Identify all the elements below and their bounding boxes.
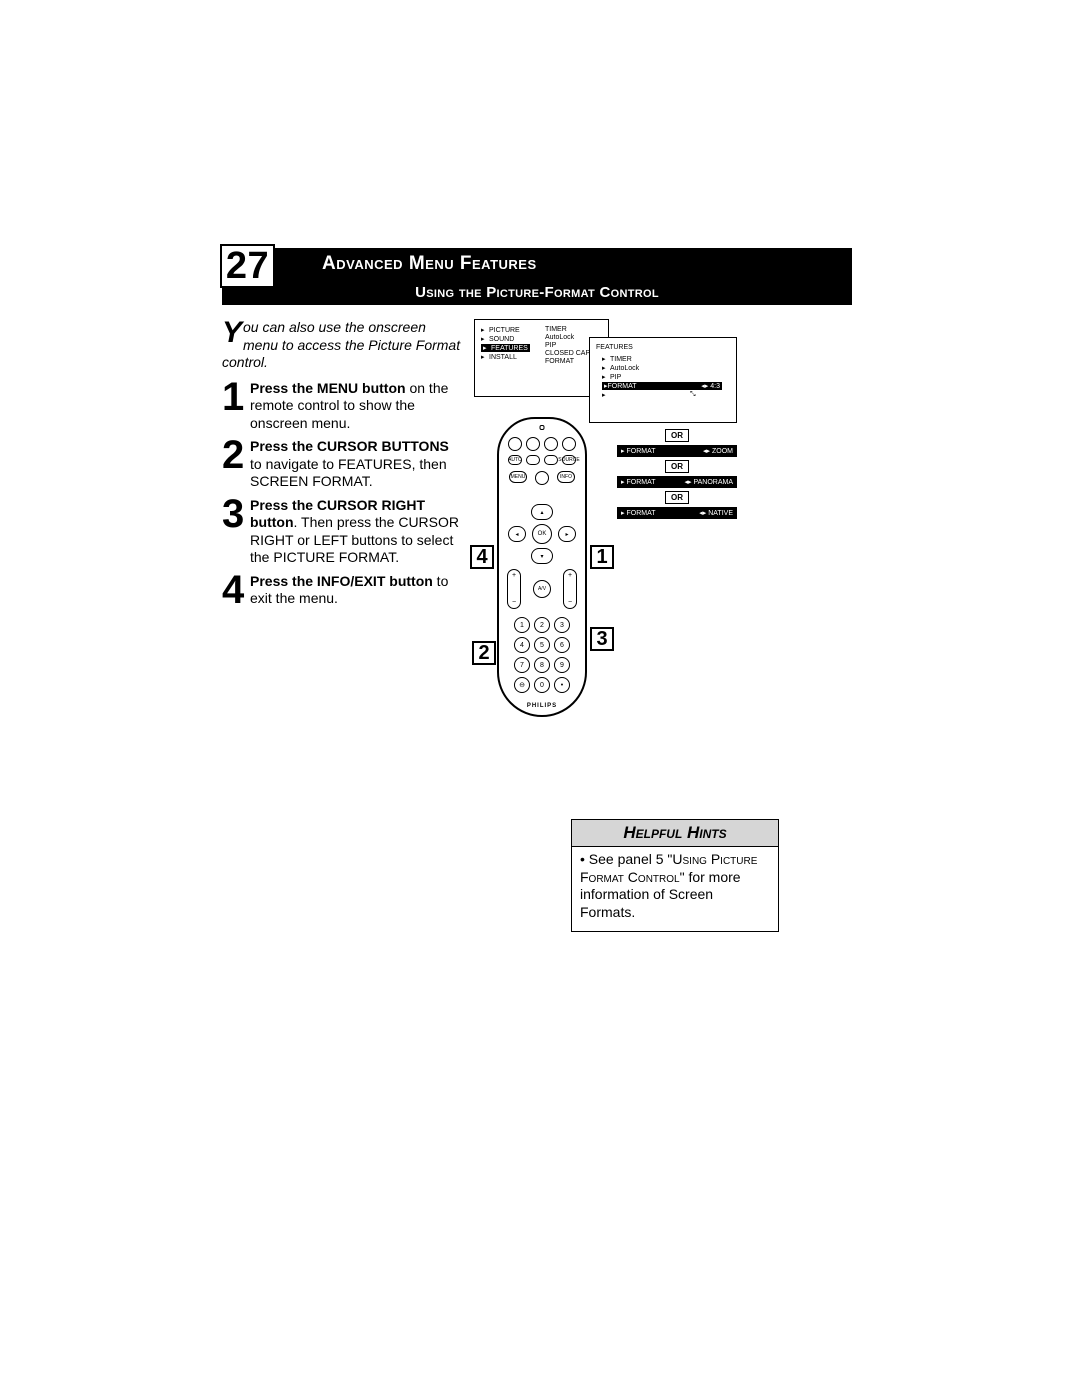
step-3: 3 Press the CURSOR RIGHT button. Then pr… — [222, 497, 464, 567]
step-rest: to navigate to FEATURES, then SCREEN FOR… — [250, 456, 447, 490]
page-title: Advanced Menu Features — [322, 253, 537, 275]
menu2-title: FEATURES — [596, 344, 730, 351]
num-button: 2 — [534, 617, 550, 633]
or-label: OR — [665, 429, 689, 442]
num-button: ⊖ — [514, 677, 530, 693]
dpad-ok: OK — [532, 524, 552, 544]
num-button: 6 — [554, 637, 570, 653]
dpad-right: ▸ — [558, 526, 576, 542]
av-button: A/V — [533, 580, 551, 598]
step-number: 2 — [222, 438, 250, 491]
remote-button — [544, 455, 558, 465]
hints-pre: See panel 5 " — [589, 851, 673, 867]
num-button: 7 — [514, 657, 530, 673]
num-button: 4 — [514, 637, 530, 653]
step-number: 4 — [222, 573, 250, 608]
remote-info-button: INFO — [557, 471, 575, 483]
helpful-hints-box: Helpful Hints • See panel 5 "Using Pictu… — [571, 819, 779, 932]
remote-button — [526, 437, 540, 451]
format-options-stack: OR ▸ FORMAT◂▸ ZOOM OR ▸ FORMAT◂▸ PANORAM… — [617, 429, 737, 519]
num-button: 5 — [534, 637, 550, 653]
menu-item: ▸AutoLock — [602, 364, 730, 372]
step-bold: Press the MENU button — [250, 380, 406, 396]
callout-2: 2 — [472, 641, 496, 665]
subtitle-banner: Using the Picture-Format Control — [222, 280, 852, 305]
step-2: 2 Press the CURSOR BUTTONS to navigate t… — [222, 438, 464, 491]
remote-numpad: 1 2 3 4 5 6 7 8 9 ⊖ 0 • — [514, 617, 570, 693]
instructions-column: You can also use the onscreen menu to ac… — [222, 319, 464, 614]
format-option: ▸ FORMAT◂▸ PANORAMA — [617, 476, 737, 488]
dpad-down: ▾ — [531, 548, 553, 564]
volume-rocker: +− — [507, 569, 521, 609]
remote-control-diagram: AUTO SOURCE MENU INFO ▴ ▾ ◂ ▸ — [482, 417, 602, 717]
diagram-column: ▸PICTURE ▸SOUND ▸FEATURES ▸INSTALL TIMER… — [474, 319, 844, 614]
remote-dpad: ▴ ▾ ◂ ▸ OK — [512, 504, 572, 564]
callout-1: 1 — [590, 545, 614, 569]
remote-button: SOURCE — [562, 455, 576, 465]
num-button: 0 — [534, 677, 550, 693]
hints-body: • See panel 5 "Using Picture Format Cont… — [572, 847, 778, 931]
step-1: 1 Press the MENU button on the remote co… — [222, 380, 464, 433]
submenu-item: AutoLock — [545, 334, 590, 341]
or-label: OR — [665, 460, 689, 473]
format-option: ▸ FORMAT◂▸ ZOOM — [617, 445, 737, 457]
callout-3: 3 — [590, 627, 614, 651]
page-number: 27 — [220, 244, 275, 288]
remote-menu-button: MENU — [509, 471, 527, 483]
submenu-item: TIMER — [545, 326, 590, 333]
hints-title: Helpful Hints — [572, 820, 778, 847]
menu-item: ▸⤡ — [602, 391, 730, 399]
intro-rest: ou can also use the onscreen menu to acc… — [222, 319, 460, 370]
dpad-left: ◂ — [508, 526, 526, 542]
num-button: 9 — [554, 657, 570, 673]
step-number: 3 — [222, 497, 250, 567]
channel-rocker: +− — [563, 569, 577, 609]
intro-dropcap: Y — [222, 321, 242, 345]
num-button: 3 — [554, 617, 570, 633]
step-bold: Press the CURSOR BUTTONS — [250, 438, 449, 454]
format-option: ▸ FORMAT◂▸ NATIVE — [617, 507, 737, 519]
callout-4: 4 — [470, 545, 494, 569]
menu-item: ▸PIP — [602, 373, 730, 381]
num-button: • — [554, 677, 570, 693]
num-button: 8 — [534, 657, 550, 673]
tv-menu-features: FEATURES ▸TIMER ▸AutoLock ▸PIP ▸FORMAT◂▸… — [589, 337, 737, 423]
step-number: 1 — [222, 380, 250, 433]
submenu-item: FORMAT — [545, 358, 590, 365]
menu-item: ▸TIMER — [602, 355, 730, 363]
remote-brand: PHILIPS — [499, 703, 585, 709]
menu-item-selected: ▸FORMAT◂▸ 4:3 — [602, 382, 722, 390]
remote-button: AUTO — [508, 455, 522, 465]
remote-button — [508, 437, 522, 451]
remote-button — [562, 437, 576, 451]
remote-button — [535, 471, 549, 485]
num-button: 1 — [514, 617, 530, 633]
remote-button — [526, 455, 540, 465]
menu-item-selected: ▸FEATURES — [481, 344, 530, 352]
submenu-item: CLOSED CAP — [545, 350, 590, 357]
or-label: OR — [665, 491, 689, 504]
step-bold: Press the INFO/EXIT button — [250, 573, 433, 589]
remote-led — [540, 425, 545, 430]
submenu-item: PIP — [545, 342, 590, 349]
remote-button — [544, 437, 558, 451]
dpad-up: ▴ — [531, 504, 553, 520]
step-4: 4 Press the INFO/EXIT button to exit the… — [222, 573, 464, 608]
intro-text: You can also use the onscreen menu to ac… — [222, 319, 464, 372]
title-banner: 27 Advanced Menu Features — [222, 248, 852, 280]
